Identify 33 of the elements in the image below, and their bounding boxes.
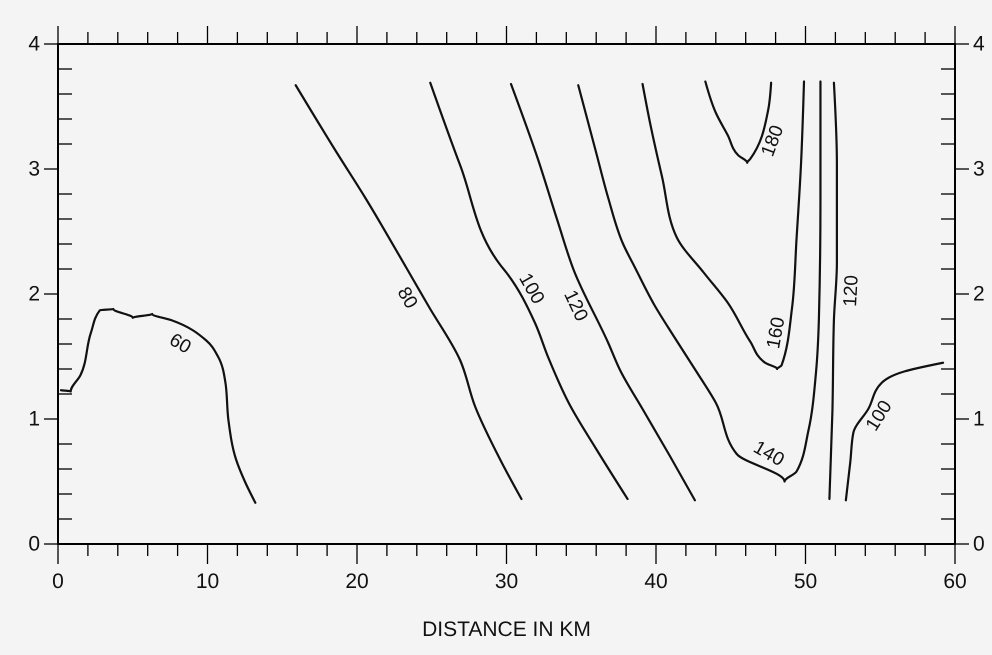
line-series [641, 80, 806, 370]
y2-tick-label: 1 [973, 408, 985, 430]
y-tick-label: 2 [28, 282, 40, 306]
x-tick-label: 10 [196, 570, 220, 593]
x-tick-label: 60 [943, 570, 967, 593]
annotation: 100 [514, 270, 548, 308]
annotation: 120 [559, 287, 592, 325]
line-series [510, 82, 696, 502]
y2-tick-label: 3 [973, 158, 985, 180]
x-tick-label: 30 [494, 570, 518, 593]
y2-tick-label: 0 [973, 532, 985, 556]
x-axis-title: DISTANCE IN KM [422, 618, 591, 641]
annotation: 60 [166, 330, 194, 358]
y-tick-label: 3 [28, 158, 40, 180]
y2-tick-label: 2 [973, 282, 985, 306]
y-tick-label: 1 [28, 408, 40, 430]
y-tick-label: 0 [28, 532, 40, 556]
y2-tick-label: 4 [973, 32, 985, 56]
x-tick-label: 0 [52, 570, 64, 593]
x-tick-label: 20 [345, 570, 369, 593]
annotation: 140 [750, 436, 788, 471]
annotation: 80 [392, 284, 422, 312]
x-tick-label: 50 [794, 570, 818, 593]
line-series [844, 362, 944, 502]
annotation: 160 [763, 315, 790, 350]
line-series [60, 308, 256, 504]
annotation: 100 [862, 396, 897, 435]
annotation: 120 [840, 274, 863, 308]
x-tick-label: 40 [644, 570, 668, 593]
annotation: 180 [758, 122, 788, 160]
line-series [828, 82, 838, 500]
line-series [429, 82, 629, 500]
y-tick-label: 4 [28, 32, 40, 56]
